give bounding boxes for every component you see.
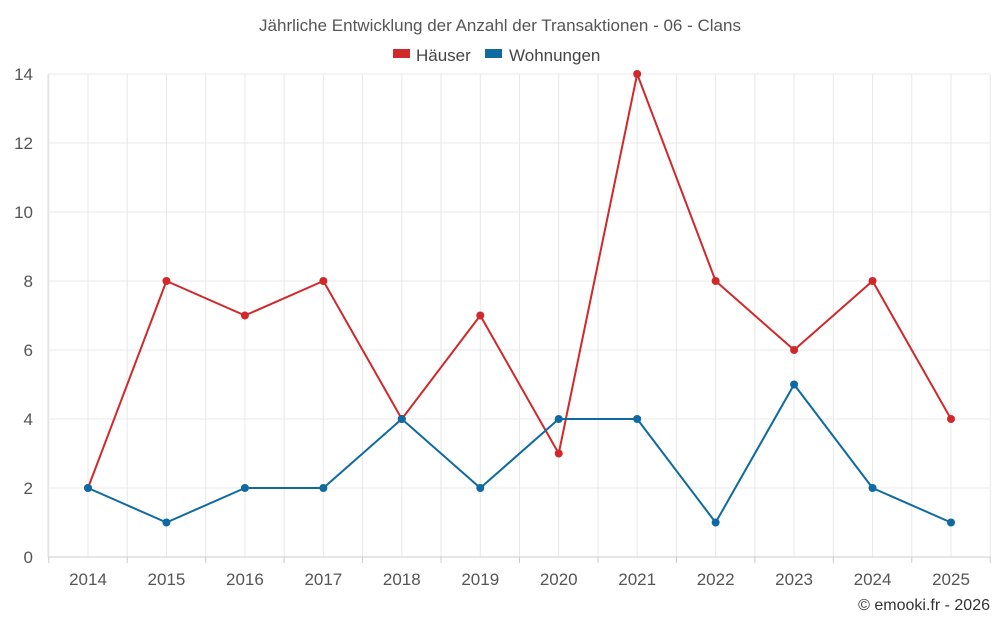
grid bbox=[48, 73, 991, 558]
legend-item-wohnungen[interactable]: Wohnungen bbox=[485, 46, 600, 65]
data-point-wohnungen[interactable] bbox=[554, 415, 563, 423]
data-point-haeuser[interactable] bbox=[790, 346, 799, 354]
data-point-haeuser[interactable] bbox=[554, 449, 563, 458]
x-tick-label: 2019 bbox=[461, 570, 499, 589]
data-point-wohnungen[interactable] bbox=[633, 415, 642, 423]
data-point-wohnungen[interactable] bbox=[319, 484, 328, 492]
series bbox=[84, 70, 955, 527]
data-point-wohnungen[interactable] bbox=[711, 518, 720, 527]
y-tick-label: 4 bbox=[24, 410, 33, 429]
data-point-haeuser[interactable] bbox=[633, 70, 642, 78]
x-tick-label: 2015 bbox=[148, 570, 186, 589]
y-tick-label: 8 bbox=[24, 272, 33, 291]
x-tick-label: 2018 bbox=[383, 570, 421, 589]
data-point-haeuser[interactable] bbox=[162, 277, 171, 285]
data-point-haeuser[interactable] bbox=[319, 277, 328, 285]
legend-item-haeuser[interactable]: Häuser bbox=[393, 46, 471, 65]
y-tick-label: 6 bbox=[24, 341, 33, 360]
legend-label-haeuser: Häuser bbox=[416, 46, 471, 65]
x-tick-label: 2014 bbox=[69, 570, 107, 589]
legend-label-wohnungen: Wohnungen bbox=[509, 46, 600, 65]
axes: 0 2 4 6 8 10 12 14 2014 2015 2016 2017 2018 2019 2020 2… bbox=[14, 65, 991, 589]
series-line-wohnungen bbox=[87, 383, 952, 524]
legend-swatch-wohnungen bbox=[485, 49, 502, 58]
data-point-wohnungen[interactable] bbox=[162, 518, 171, 527]
y-tick-label: 10 bbox=[14, 203, 33, 222]
x-tick-label: 2025 bbox=[932, 570, 970, 589]
data-point-wohnungen[interactable] bbox=[240, 484, 249, 492]
y-tick-label: 14 bbox=[14, 65, 33, 84]
x-tick-label: 2020 bbox=[540, 570, 578, 589]
series-line-haeuser bbox=[87, 73, 952, 489]
data-point-haeuser[interactable] bbox=[240, 311, 249, 320]
credit-text: © emooki.fr - 2026 bbox=[858, 597, 990, 614]
x-tick-label: 2016 bbox=[226, 570, 264, 589]
data-point-haeuser[interactable] bbox=[947, 415, 955, 423]
data-point-wohnungen[interactable] bbox=[790, 380, 799, 389]
x-tick-label: 2024 bbox=[854, 570, 892, 589]
y-tick-label: 12 bbox=[14, 134, 33, 153]
data-point-haeuser[interactable] bbox=[711, 277, 720, 285]
data-point-wohnungen[interactable] bbox=[868, 484, 877, 492]
data-point-wohnungen[interactable] bbox=[947, 518, 955, 527]
y-tick-label: 2 bbox=[24, 479, 33, 498]
data-point-haeuser[interactable] bbox=[476, 311, 485, 320]
data-point-wohnungen[interactable] bbox=[476, 484, 485, 492]
legend-swatch-haeuser bbox=[393, 49, 410, 58]
x-tick-label: 2022 bbox=[697, 570, 735, 589]
data-point-wohnungen[interactable] bbox=[84, 484, 92, 492]
data-point-haeuser[interactable] bbox=[868, 277, 877, 285]
x-tick-label: 2023 bbox=[775, 570, 813, 589]
chart-title: Jährliche Entwicklung der Anzahl der Tra… bbox=[259, 16, 741, 35]
y-tick-label: 0 bbox=[24, 548, 33, 567]
x-tick-label: 2017 bbox=[304, 570, 342, 589]
data-point-wohnungen[interactable] bbox=[397, 415, 406, 423]
series-wohnungen bbox=[84, 380, 955, 527]
legend: Häuser Wohnungen bbox=[393, 46, 600, 65]
x-tick-label: 2021 bbox=[618, 570, 656, 589]
